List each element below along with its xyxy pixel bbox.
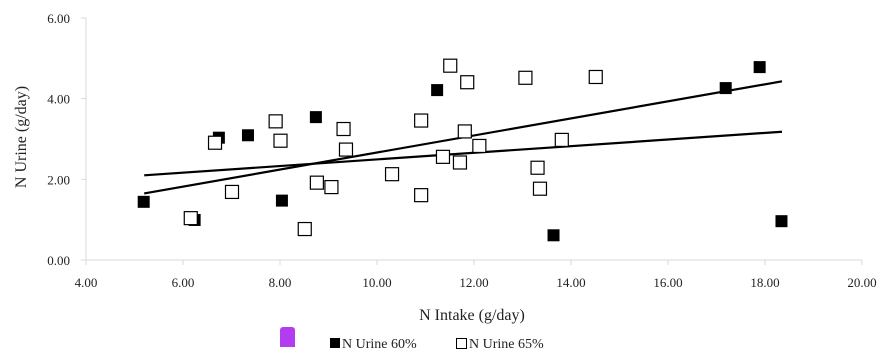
data-point-65 <box>224 184 240 200</box>
legend-marker-60-icon <box>330 338 340 348</box>
data-point-65 <box>268 114 283 129</box>
data-point-60 <box>137 195 150 208</box>
data-point-60 <box>309 111 322 124</box>
y-tick-label: 6.00 <box>47 11 70 26</box>
x-tick-label: 4.00 <box>75 275 98 290</box>
x-tick-label: 14.00 <box>556 275 585 290</box>
data-point-65 <box>554 132 569 148</box>
y-tick-label: 0.00 <box>47 253 70 268</box>
x-tick-label: 6.00 <box>172 275 195 290</box>
data-point-65 <box>336 121 351 137</box>
data-point-65 <box>324 179 339 195</box>
x-tick-label: 18.00 <box>750 275 779 290</box>
legend-label-65: N Urine 65% <box>469 337 544 352</box>
legend: N Urine 60% N Urine 65% <box>330 337 544 352</box>
data-point-65 <box>297 221 312 237</box>
data-point-65 <box>384 167 400 182</box>
x-tick-label: 20.00 <box>847 275 876 290</box>
data-point-65 <box>183 211 198 226</box>
data-point-65 <box>414 113 429 128</box>
data-point-65 <box>338 142 354 157</box>
x-tick-label: 12.00 <box>459 275 488 290</box>
data-point-65 <box>435 149 451 164</box>
x-tick-label: 16.00 <box>653 275 682 290</box>
points-layer <box>137 58 788 242</box>
data-point-65 <box>588 69 603 85</box>
data-point-65 <box>460 75 475 90</box>
data-point-65 <box>309 175 324 190</box>
data-point-60 <box>431 84 444 97</box>
data-point-60 <box>753 61 766 74</box>
data-point-65 <box>207 135 223 150</box>
data-point-65 <box>457 124 472 139</box>
axes-layer: 4.00 6.00 8.00 10.00 12.00 14.00 16.00 18.00 20.… <box>47 11 876 290</box>
data-point-65 <box>472 138 487 154</box>
data-point-65 <box>452 155 468 170</box>
data-point-65 <box>414 188 429 203</box>
data-point-60 <box>547 229 560 242</box>
x-axis-title: N Intake (g/day) <box>419 307 525 324</box>
x-tick-label: 8.00 <box>269 275 292 290</box>
data-point-65 <box>443 58 458 73</box>
data-point-65 <box>530 160 545 175</box>
data-point-65 <box>532 181 548 196</box>
trendline-series-1 <box>144 130 783 177</box>
data-point-60 <box>775 215 788 228</box>
stray-purple-mark <box>280 327 295 347</box>
data-point-65 <box>273 133 288 148</box>
legend-label-60: N Urine 60% <box>342 337 417 352</box>
y-tick-label: 2.00 <box>47 172 70 187</box>
data-point-65 <box>518 70 533 85</box>
data-point-60 <box>275 194 288 207</box>
legend-marker-65-icon <box>456 338 467 349</box>
y-axis-title: N Urine (g/day) <box>13 86 30 188</box>
x-tick-label: 10.00 <box>362 275 391 290</box>
data-point-60 <box>241 129 254 142</box>
y-tick-label: 4.00 <box>47 92 70 107</box>
data-point-60 <box>719 82 732 95</box>
